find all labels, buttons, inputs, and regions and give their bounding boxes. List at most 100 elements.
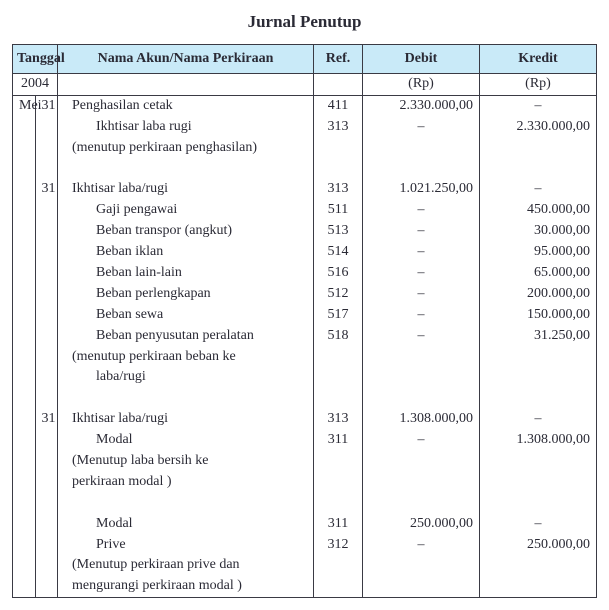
cell-month — [13, 200, 36, 221]
cell-kredit: 150.000,00 — [480, 305, 597, 326]
cell-account: Prive — [58, 535, 314, 556]
cell-day — [35, 576, 58, 597]
cell-ref: 511 — [314, 200, 363, 221]
cell-year: 2004 — [13, 74, 58, 96]
cell-debit — [363, 472, 480, 493]
cell-debit — [363, 367, 480, 388]
cell-day — [35, 117, 58, 138]
cell-debit: 250.000,00 — [363, 514, 480, 535]
th-tanggal: Tanggal — [13, 45, 58, 74]
cell-month — [13, 430, 36, 451]
cell-debit — [363, 159, 480, 180]
cell-kredit: 450.000,00 — [480, 200, 597, 221]
cell-debit: 1.021.250,00 — [363, 179, 480, 200]
cell-day: 31 — [35, 409, 58, 430]
table-row — [13, 159, 597, 180]
table-row: 31Ikhtisar laba/rugi3131.308.000,00– — [13, 409, 597, 430]
cell-ref — [314, 347, 363, 368]
cell-kredit — [480, 138, 597, 159]
cell-month — [13, 367, 36, 388]
cell-month — [13, 409, 36, 430]
cell-ref: 513 — [314, 221, 363, 242]
cell-month: Mei — [13, 95, 36, 116]
cell-day — [35, 159, 58, 180]
table-row: Ikhtisar laba rugi313–2.330.000,00 — [13, 117, 597, 138]
cell-debit — [363, 347, 480, 368]
cell-ref — [314, 493, 363, 514]
cell-debit: – — [363, 221, 480, 242]
cell-day — [35, 493, 58, 514]
table-row: Prive312–250.000,00 — [13, 535, 597, 556]
cell-kredit — [480, 472, 597, 493]
cell-kredit — [480, 159, 597, 180]
cell-kredit: 30.000,00 — [480, 221, 597, 242]
cell-account: (menutup perkiraan beban ke — [58, 347, 314, 368]
cell-kredit — [480, 367, 597, 388]
cell-month — [13, 284, 36, 305]
cell-account — [58, 388, 314, 409]
cell-kredit: 1.308.000,00 — [480, 430, 597, 451]
cell-month — [13, 535, 36, 556]
cell-day — [35, 451, 58, 472]
cell-ref: 411 — [314, 95, 363, 116]
cell-rp-debit: (Rp) — [363, 74, 480, 96]
cell-debit: 1.308.000,00 — [363, 409, 480, 430]
table-row: Beban penyusutan peralatan518–31.250,00 — [13, 326, 597, 347]
table-row — [13, 388, 597, 409]
cell-month — [13, 388, 36, 409]
cell-ref — [314, 138, 363, 159]
table-row: perkiraan modal ) — [13, 472, 597, 493]
table-row: Mei31Penghasilan cetak4112.330.000,00– — [13, 95, 597, 116]
cell-month — [13, 451, 36, 472]
cell-month — [13, 347, 36, 368]
table-row: Beban lain-lain516–65.000,00 — [13, 263, 597, 284]
cell-account: Beban penyusutan peralatan — [58, 326, 314, 347]
cell-debit: – — [363, 242, 480, 263]
cell-account: Beban sewa — [58, 305, 314, 326]
cell-month — [13, 305, 36, 326]
cell-account: (Menutup laba bersih ke — [58, 451, 314, 472]
cell-account: laba/rugi — [58, 367, 314, 388]
cell-empty — [58, 74, 314, 96]
table-row: (Menutup laba bersih ke — [13, 451, 597, 472]
cell-kredit: 200.000,00 — [480, 284, 597, 305]
cell-month — [13, 472, 36, 493]
page-title: Jurnal Penutup — [12, 12, 597, 32]
cell-kredit — [480, 347, 597, 368]
cell-day — [35, 367, 58, 388]
cell-day — [35, 514, 58, 535]
cell-ref — [314, 576, 363, 597]
cell-account — [58, 159, 314, 180]
cell-month — [13, 221, 36, 242]
cell-month — [13, 263, 36, 284]
cell-ref — [314, 367, 363, 388]
cell-month — [13, 138, 36, 159]
table-row: Modal311250.000,00– — [13, 514, 597, 535]
cell-account: Ikhtisar laba rugi — [58, 117, 314, 138]
cell-day — [35, 430, 58, 451]
cell-day — [35, 221, 58, 242]
cell-kredit — [480, 451, 597, 472]
cell-ref: 512 — [314, 284, 363, 305]
cell-account: (menutup perkiraan penghasilan) — [58, 138, 314, 159]
cell-kredit — [480, 576, 597, 597]
header-row: Tanggal Nama Akun/Nama Perkiraan Ref. De… — [13, 45, 597, 74]
table-row: Beban sewa517–150.000,00 — [13, 305, 597, 326]
cell-day — [35, 535, 58, 556]
cell-month — [13, 159, 36, 180]
cell-rp-kredit: (Rp) — [480, 74, 597, 96]
cell-account: mengurangi perkiraan modal ) — [58, 576, 314, 597]
cell-kredit — [480, 493, 597, 514]
cell-day — [35, 472, 58, 493]
cell-month — [13, 117, 36, 138]
cell-debit: – — [363, 263, 480, 284]
cell-account: Penghasilan cetak — [58, 95, 314, 116]
cell-account: Beban lain-lain — [58, 263, 314, 284]
table-row: Beban iklan514–95.000,00 — [13, 242, 597, 263]
cell-ref — [314, 159, 363, 180]
cell-debit: – — [363, 284, 480, 305]
cell-ref: 514 — [314, 242, 363, 263]
cell-month — [13, 576, 36, 597]
cell-debit: – — [363, 200, 480, 221]
cell-debit: – — [363, 430, 480, 451]
